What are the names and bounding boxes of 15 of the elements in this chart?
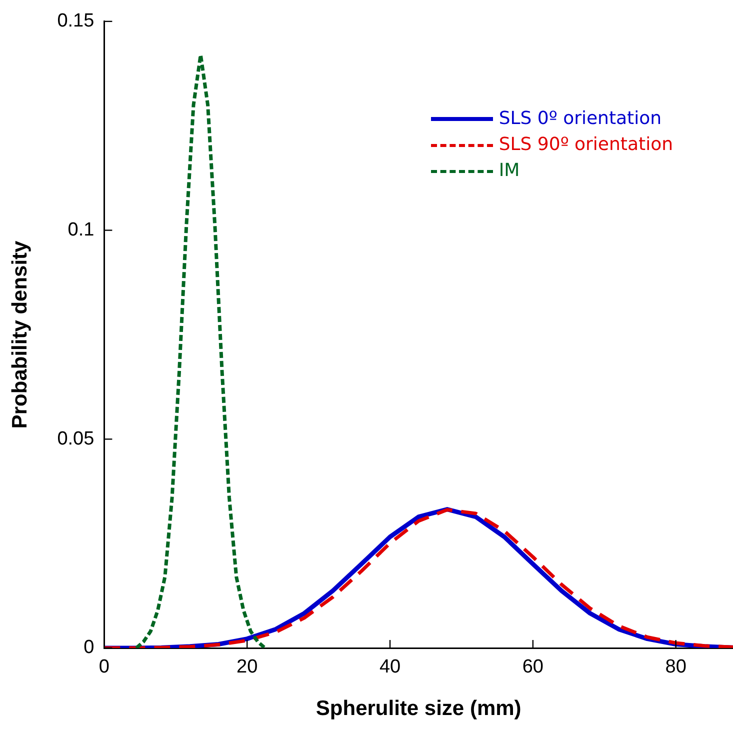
legend-label: SLS 0º orientation	[498, 107, 662, 132]
y-tick-label: 0	[84, 637, 94, 658]
x-tick-label: 80	[665, 656, 686, 678]
y-axis-title: Probability density	[8, 240, 32, 429]
y-tick-label: 0.15	[57, 10, 94, 32]
line-series	[134, 53, 267, 648]
x-axis-title: Spherulite size (mm)	[316, 697, 522, 720]
y-tick-label: 0.1	[68, 220, 94, 240]
x-tick-label: 60	[522, 656, 544, 678]
x-tick-label: 0	[98, 656, 110, 678]
x-tick-label: 20	[236, 656, 258, 678]
y-tick-label: 0.05	[57, 428, 94, 450]
x-tick-label: 40	[379, 656, 401, 678]
legend-label: SLS 90º orientation	[498, 133, 673, 158]
legend-label: IM	[498, 159, 520, 184]
